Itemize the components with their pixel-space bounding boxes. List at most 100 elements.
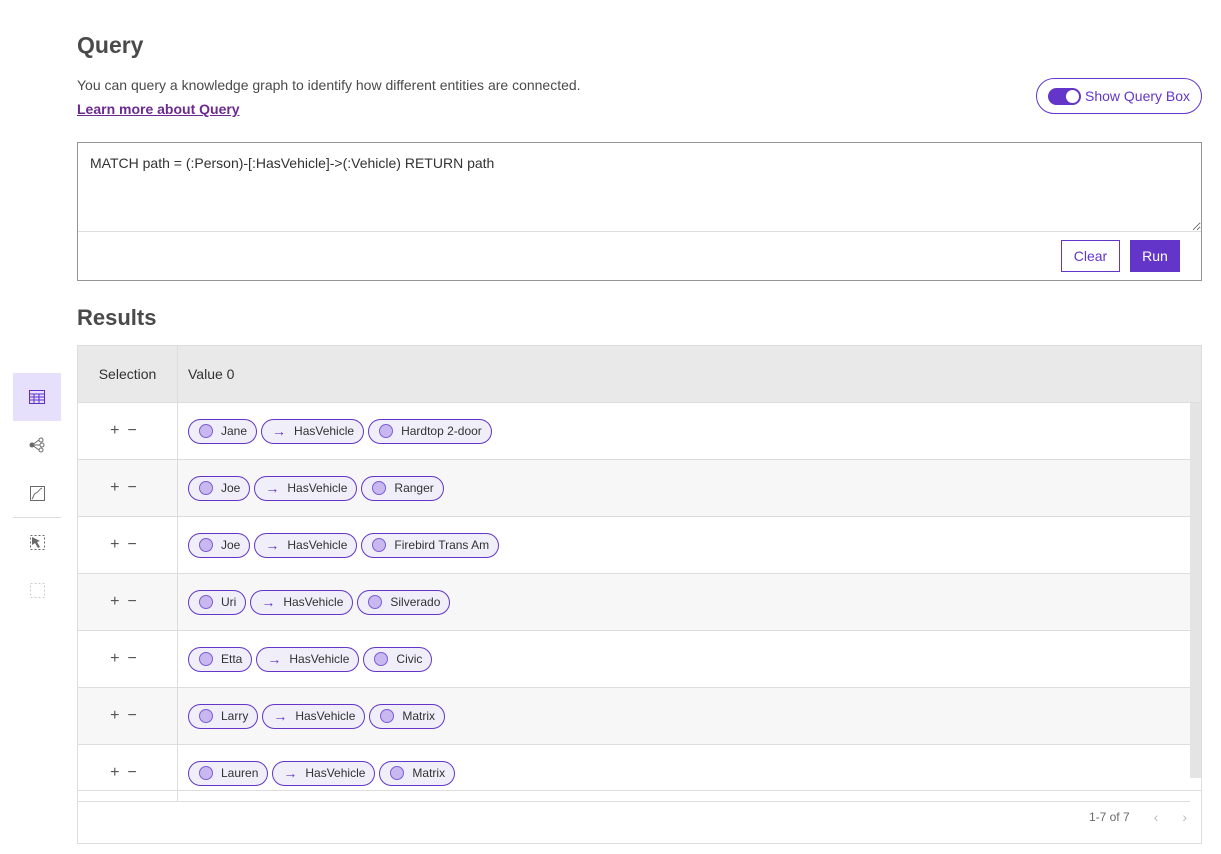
entity-icon	[379, 424, 394, 438]
relationship-chip[interactable]: → HasVehicle	[250, 589, 354, 615]
results-table: Selection Value 0 + − Jane → HasVehicle Ha…	[77, 345, 1202, 844]
entity-icon	[368, 595, 383, 609]
value-cell: Joe → HasVehicle Ranger	[178, 460, 1190, 516]
entity-icon	[199, 538, 213, 552]
learn-more-link[interactable]: Learn more about Query	[77, 101, 240, 117]
chip-label: HasVehicle	[295, 709, 356, 723]
value-cell: Uri → HasVehicle Silverado	[178, 574, 1190, 630]
run-button[interactable]: Run	[1130, 240, 1180, 272]
remove-from-selection-button[interactable]: −	[127, 707, 145, 724]
add-to-selection-button[interactable]: +	[110, 707, 128, 724]
chip-label: Hardtop 2-door	[401, 424, 482, 438]
entity-chip-person[interactable]: Joe	[188, 475, 251, 501]
chip-label: Joe	[221, 538, 241, 552]
arrow-right-icon: →	[272, 423, 287, 439]
relationship-chip[interactable]: → HasVehicle	[256, 646, 360, 672]
chip-label: HasVehicle	[287, 481, 348, 495]
previous-page-button[interactable]: ‹	[1153, 809, 1159, 825]
scrollbar[interactable]	[1190, 403, 1201, 778]
add-to-selection-button[interactable]: +	[110, 764, 128, 781]
relationship-chip[interactable]: → HasVehicle	[261, 418, 365, 444]
relationship-chip[interactable]: → HasVehicle	[254, 532, 358, 558]
entity-icon	[372, 538, 387, 552]
entity-chip-vehicle[interactable]: Civic	[363, 646, 433, 672]
link-chart-button[interactable]	[13, 421, 61, 469]
clear-selection-button[interactable]	[13, 566, 61, 614]
add-to-selection-button[interactable]: +	[110, 422, 128, 439]
add-to-selection-button[interactable]: +	[110, 650, 128, 667]
entity-icon	[199, 595, 213, 609]
show-query-box-toggle[interactable]: Show Query Box	[1036, 78, 1202, 114]
table-row: + − Joe → HasVehicle Ranger	[78, 460, 1190, 517]
page-description: You can query a knowledge graph to ident…	[77, 77, 581, 93]
remove-from-selection-button[interactable]: −	[127, 650, 145, 667]
entity-chip-person[interactable]: Joe	[188, 532, 251, 558]
entity-icon	[199, 424, 213, 438]
selection-cell: + −	[78, 460, 178, 516]
column-header-selection: Selection	[78, 346, 178, 402]
chip-label: HasVehicle	[287, 538, 348, 552]
selection-cell: + −	[78, 688, 178, 744]
select-button[interactable]	[13, 518, 61, 566]
entity-chip-vehicle[interactable]: Ranger	[361, 475, 444, 501]
entity-chip-person[interactable]: Lauren	[188, 760, 269, 786]
selection-cell: + −	[78, 517, 178, 573]
entity-chip-person[interactable]: Larry	[188, 703, 259, 729]
add-to-selection-button[interactable]: +	[110, 479, 128, 496]
relationship-chip[interactable]: → HasVehicle	[262, 703, 366, 729]
remove-from-selection-button[interactable]: −	[127, 536, 145, 553]
query-input[interactable]: MATCH path = (:Person)-[:HasVehicle]->(:…	[78, 143, 1201, 232]
entity-icon	[199, 481, 213, 495]
map-view-button[interactable]	[13, 469, 61, 517]
table-row: + − Jane → HasVehicle Hardtop 2-door	[78, 403, 1190, 460]
chip-label: Silverado	[390, 595, 441, 609]
table-icon	[29, 390, 45, 404]
relationship-chip[interactable]: → HasVehicle	[272, 760, 376, 786]
chip-label: HasVehicle	[305, 766, 366, 780]
arrow-right-icon: →	[267, 651, 282, 667]
relationship-chip[interactable]: → HasVehicle	[254, 475, 358, 501]
results-title: Results	[77, 305, 157, 330]
table-view-button[interactable]	[13, 373, 61, 421]
entity-icon	[390, 766, 405, 780]
add-to-selection-button[interactable]: +	[110, 593, 128, 610]
entity-chip-vehicle[interactable]: Matrix	[379, 760, 456, 786]
chip-label: Jane	[221, 424, 248, 438]
toggle-switch[interactable]	[1048, 87, 1081, 105]
chip-label: Etta	[221, 652, 243, 666]
arrow-right-icon: →	[265, 480, 280, 496]
entity-chip-vehicle[interactable]: Matrix	[369, 703, 446, 729]
remove-from-selection-button[interactable]: −	[127, 422, 145, 439]
clear-button[interactable]: Clear	[1061, 240, 1120, 272]
entity-chip-person[interactable]: Jane	[188, 418, 258, 444]
table-row: + − Larry → HasVehicle Matrix	[78, 688, 1190, 745]
chip-label: HasVehicle	[289, 652, 350, 666]
table-row: + − Joe → HasVehicle Firebird Trans Am	[78, 517, 1190, 574]
remove-from-selection-button[interactable]: −	[127, 764, 145, 781]
clear-selection-icon	[29, 582, 45, 598]
chip-label: Larry	[221, 709, 249, 723]
chip-label: HasVehicle	[294, 424, 355, 438]
selection-cell: + −	[78, 631, 178, 687]
entity-chip-person[interactable]: Uri	[188, 589, 247, 615]
query-box: MATCH path = (:Person)-[:HasVehicle]->(:…	[77, 142, 1202, 281]
entity-chip-vehicle[interactable]: Silverado	[357, 589, 451, 615]
link-chart-icon	[29, 437, 45, 453]
add-to-selection-button[interactable]: +	[110, 536, 128, 553]
table-row: + − Uri → HasVehicle Silverado	[78, 574, 1190, 631]
entity-chip-vehicle[interactable]: Hardtop 2-door	[368, 418, 492, 444]
remove-from-selection-button[interactable]: −	[127, 479, 145, 496]
entity-chip-person[interactable]: Etta	[188, 646, 253, 672]
chip-label: Lauren	[221, 766, 259, 780]
entity-chip-vehicle[interactable]: Firebird Trans Am	[361, 532, 500, 558]
remove-from-selection-button[interactable]: −	[127, 593, 145, 610]
arrow-right-icon: →	[261, 594, 276, 610]
chip-label: Civic	[396, 652, 423, 666]
entity-icon	[374, 652, 389, 666]
page-title: Query	[77, 32, 144, 58]
table-row: + − Lauren → HasVehicle Matrix	[78, 745, 1190, 802]
divider	[13, 517, 61, 518]
chip-label: Matrix	[402, 709, 436, 723]
chip-label: Uri	[221, 595, 237, 609]
next-page-button[interactable]: ›	[1182, 809, 1187, 825]
